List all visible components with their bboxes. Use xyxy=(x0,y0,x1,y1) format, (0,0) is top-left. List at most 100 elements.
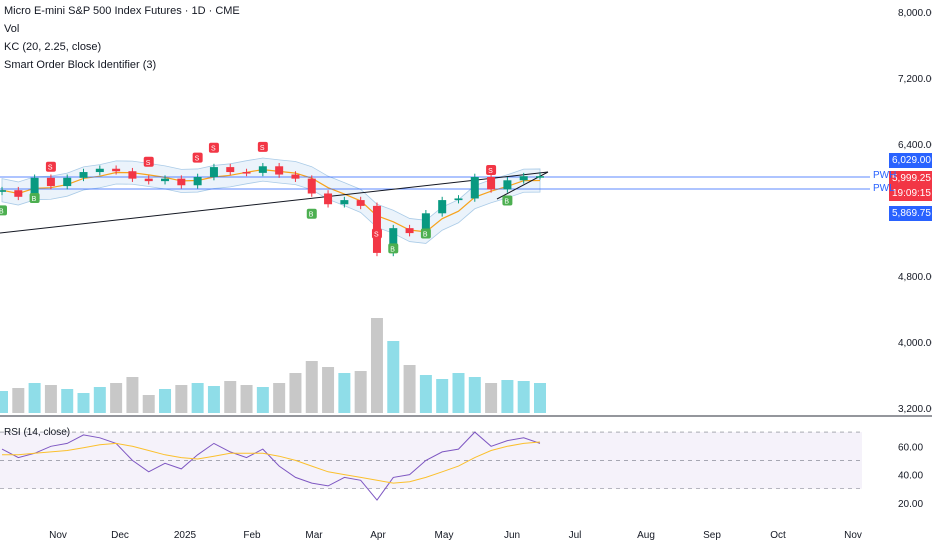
sell-marker-label: S xyxy=(146,160,151,167)
time-axis-label: Apr xyxy=(370,530,386,541)
volume-bar xyxy=(452,373,465,413)
candle-body xyxy=(128,171,137,179)
volume-bar xyxy=(12,388,25,413)
candle-body xyxy=(209,167,218,177)
volume-bar xyxy=(468,377,481,413)
indicator-kc-label[interactable]: KC (20, 2.25, close) xyxy=(4,41,102,53)
candle-body xyxy=(405,228,414,234)
volume-bar xyxy=(403,365,416,413)
indicator-rsi-label[interactable]: RSI (14, close) xyxy=(4,427,71,438)
order-block-markers: S S S S S S S B B B B B B xyxy=(0,141,513,254)
pwl-label: PWL xyxy=(873,183,895,194)
price-tick-label: 8,000.00 xyxy=(898,8,932,19)
candle-body xyxy=(95,168,104,173)
volume-bar xyxy=(322,367,335,413)
rsi-tick-label: 60.00 xyxy=(898,442,923,453)
volume-bar xyxy=(207,386,220,413)
chart-title[interactable]: Micro E-mini S&P 500 Index Futures · 1D … xyxy=(4,5,240,17)
buy-marker xyxy=(502,195,513,206)
candle-body xyxy=(389,228,398,253)
sell-marker-label: S xyxy=(260,145,265,152)
volume-bar xyxy=(338,373,351,413)
volume-bar xyxy=(28,383,41,413)
trendlines xyxy=(0,171,870,234)
candle-body xyxy=(421,213,430,234)
time-axis-label: Sep xyxy=(703,530,721,541)
time-axis-label: Jun xyxy=(504,530,520,541)
volume-bar xyxy=(93,387,106,413)
volume-bar xyxy=(273,383,286,413)
candle-body xyxy=(161,178,170,182)
time-axis-label: Jul xyxy=(569,530,582,541)
buy-marker-label: B xyxy=(309,212,314,219)
candle-body xyxy=(46,177,55,187)
candle-body xyxy=(487,177,496,190)
volume-bar xyxy=(289,373,302,413)
buy-marker-label: B xyxy=(390,246,395,253)
volume-bar xyxy=(354,371,367,413)
keltner-channel xyxy=(1,157,541,244)
indicator-smart-ob-label[interactable]: Smart Order Block Identifier (3) xyxy=(4,59,157,71)
volume-bar xyxy=(175,385,188,413)
sell-marker-label: S xyxy=(48,165,53,172)
candle-body xyxy=(438,200,447,214)
candle-body xyxy=(519,176,528,181)
sell-marker xyxy=(257,141,268,152)
time-axis-label: Dec xyxy=(111,530,129,541)
volume-bar xyxy=(159,389,172,413)
candle-body xyxy=(356,200,365,206)
price-tick-label: 4,000.00 xyxy=(898,338,932,349)
sell-marker-label: S xyxy=(374,232,379,239)
price-axis: 8,000.00 7,200.00 6,400.00 4,800.00 4,000.00… xyxy=(898,8,932,510)
volume-bars xyxy=(0,318,546,413)
volume-bar xyxy=(110,383,123,413)
time-axis-label: 2025 xyxy=(174,530,197,541)
volume-bar xyxy=(0,391,8,413)
buy-marker-label: B xyxy=(504,199,509,206)
sell-marker-label: S xyxy=(488,168,493,175)
candle-body xyxy=(30,177,39,197)
volume-bar xyxy=(501,380,514,413)
candle-body xyxy=(242,172,251,174)
volume-bar xyxy=(517,381,530,413)
time-axis-label: Oct xyxy=(770,530,786,541)
sell-marker xyxy=(486,165,497,175)
volume-bar xyxy=(77,393,90,413)
volume-bar xyxy=(419,375,432,413)
buy-marker xyxy=(306,208,317,219)
volume-bar xyxy=(485,383,498,413)
last-price-tag: 5,999.25 xyxy=(889,171,932,186)
high-price-tag: 6,029.00 xyxy=(889,153,932,168)
rsi-tick-label: 20.00 xyxy=(898,499,923,510)
candle-body xyxy=(193,177,202,186)
time-axis-label: Mar xyxy=(305,530,323,541)
volume-bar xyxy=(240,385,253,413)
indicator-vol-label[interactable]: Vol xyxy=(4,23,20,35)
candle-body xyxy=(324,193,333,205)
time-axis-label: May xyxy=(435,530,454,541)
volume-bar xyxy=(305,361,318,413)
candle-body xyxy=(275,166,284,175)
volume-bar xyxy=(534,383,546,413)
time-axis-label: Nov xyxy=(49,530,67,541)
rsi-ma-line xyxy=(2,441,541,484)
price-tick-label: 3,200.00 xyxy=(898,404,932,415)
buy-marker-label: B xyxy=(423,232,428,239)
volume-bar xyxy=(224,381,237,413)
sell-marker xyxy=(143,156,154,167)
price-tick-label: 4,800.00 xyxy=(898,272,932,283)
sell-marker-label: S xyxy=(211,146,216,153)
rsi-tick-label: 40.00 xyxy=(898,471,923,482)
buy-marker xyxy=(29,193,40,204)
candle-body xyxy=(258,166,267,173)
sell-marker xyxy=(208,142,219,153)
volume-bar xyxy=(142,395,155,413)
volume-bar xyxy=(387,341,400,413)
candle-body xyxy=(177,178,186,186)
sell-marker xyxy=(192,152,203,163)
price-tick-label: 7,200.00 xyxy=(898,74,932,85)
buy-marker-label: B xyxy=(32,196,37,203)
buy-marker xyxy=(420,228,431,239)
rsi-band xyxy=(0,432,862,489)
